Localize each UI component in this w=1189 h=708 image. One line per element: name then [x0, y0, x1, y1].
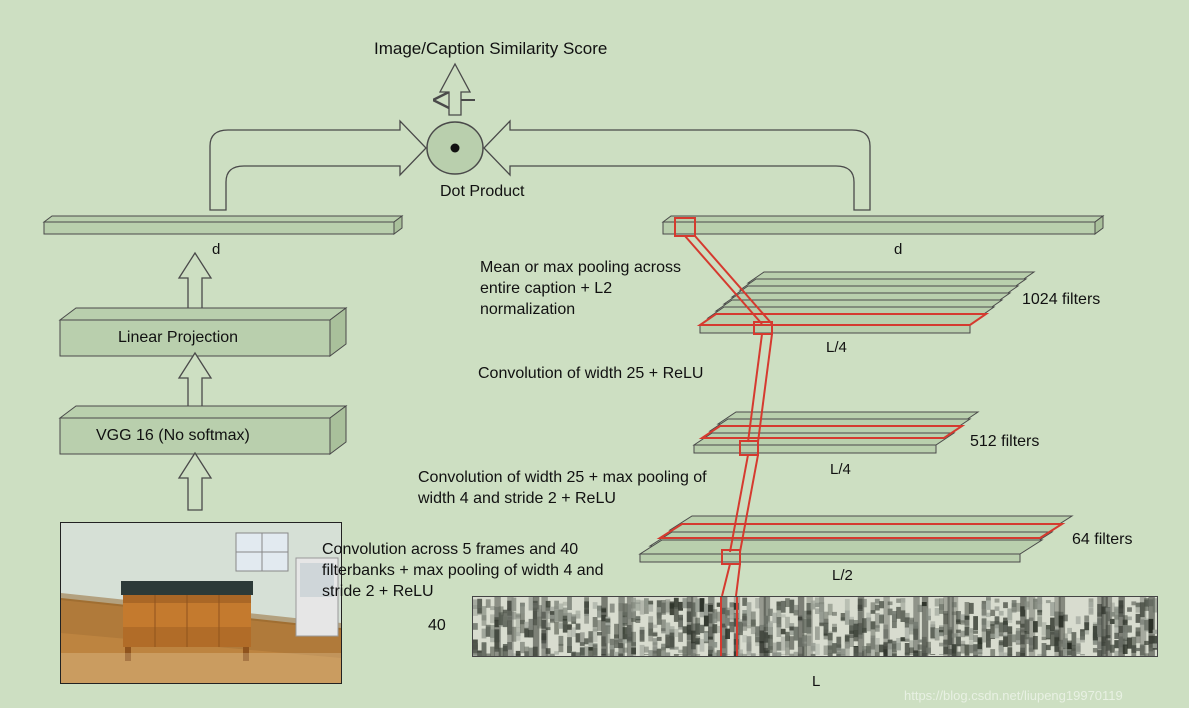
- spectro-len-label: L: [812, 672, 820, 692]
- arrow-up-2: [179, 353, 211, 410]
- conv5-40-label: Convolution across 5 frames and 40 filte…: [322, 540, 622, 602]
- filter-stack-64: [640, 516, 1072, 564]
- conv25-mp-label: Convolution of width 25 + max pooling of…: [418, 468, 728, 510]
- vgg16-label: VGG 16 (No softmax): [96, 426, 250, 447]
- filter-stack-512: [694, 412, 978, 455]
- arrow-up-top: [440, 64, 470, 115]
- filters-1024-label: 1024 filters: [1022, 290, 1100, 311]
- spectrogram: [472, 596, 1158, 657]
- filters-64-label: 64 filters: [1072, 530, 1132, 551]
- curved-arrow-right: [484, 121, 870, 210]
- pool-desc-label: Mean or max pooling across entire captio…: [480, 258, 700, 320]
- filters-512-label: 512 filters: [970, 432, 1039, 453]
- forty-label: 40: [428, 616, 446, 637]
- dot-product-node: [427, 122, 483, 174]
- diagram-title: Image/Caption Similarity Score: [374, 38, 607, 60]
- l4-a-label: L/4: [826, 338, 847, 358]
- right-d-bar: [663, 216, 1103, 236]
- curved-arrow-left: [210, 121, 426, 210]
- input-image-kitchen: [60, 522, 342, 684]
- l4-b-label: L/4: [830, 460, 851, 480]
- linear-projection-label: Linear Projection: [118, 328, 238, 349]
- left-d-bar: [44, 216, 402, 234]
- arrow-up-3: [179, 453, 211, 510]
- l2-label: L/2: [832, 566, 853, 586]
- filter-stack-1024: [700, 272, 1034, 334]
- arrow-up-1: [179, 253, 211, 313]
- d-right-label: d: [894, 240, 902, 260]
- watermark: https://blog.csdn.net/liupeng19970119: [904, 688, 1123, 703]
- dot-product-label: Dot Product: [440, 182, 524, 203]
- conv25-relu-label: Convolution of width 25 + ReLU: [478, 364, 708, 385]
- d-left-label: d: [212, 240, 220, 260]
